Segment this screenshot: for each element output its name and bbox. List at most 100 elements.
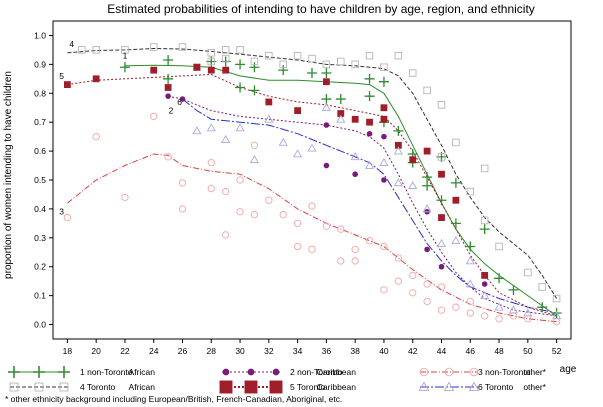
data-point [265,51,273,60]
legend-marker [469,367,479,377]
series-s3-number-label: 3 [59,207,64,217]
data-point [178,205,187,213]
data-point [450,218,461,229]
x-tick-label: 28 [207,346,217,356]
series-s6-fit-line [182,98,557,314]
legend-label: 6 Toronto [478,382,514,392]
data-point [552,311,562,320]
fitted-curves [67,47,558,323]
data-point [480,216,489,225]
data-point [494,273,505,284]
data-point [293,242,302,251]
data-point [495,242,503,251]
legend-marker [419,367,429,377]
data-point [408,69,417,77]
data-point [366,130,373,137]
y-tick-label: 1.0 [34,30,46,40]
data-point [92,75,100,83]
data-point [508,284,519,295]
data-point [192,126,202,135]
data-point [438,214,445,221]
data-point [422,172,433,183]
data-point [437,101,446,109]
y-axis-label: proportion of women intending to have ch… [3,71,14,279]
data-point [307,143,317,152]
legend-marker [468,381,480,391]
series-s1-fit-line [124,64,557,317]
data-point [394,141,402,149]
data-point [424,246,430,253]
legend-label: 5 Toronto [290,382,326,392]
y-tick-label: 0.8 [34,88,46,98]
legend-marker [222,368,230,376]
data-point [249,155,260,164]
data-point [321,68,332,79]
data-point [552,294,561,303]
data-point [294,107,302,115]
footnote: * other ethnicity background including E… [5,394,342,404]
data-point [206,123,216,132]
legend-label: 3 non-Toronto [478,367,531,377]
data-point [236,208,244,216]
y-tick-label: 0.1 [34,291,46,301]
legend-marker [219,380,233,394]
data-point [366,118,373,126]
legend-item-s6: 6 Toronto other* [418,381,547,392]
legend-item-s4: 4 Toronto African [9,382,155,392]
x-tick-label: 18 [63,346,73,356]
data-point [222,187,230,196]
data-point [308,202,316,210]
data-point [63,213,72,222]
data-point [379,157,389,166]
data-point [364,160,375,169]
data-point [249,62,260,73]
data-point [350,152,360,161]
data-point [394,51,403,60]
data-point [364,73,375,84]
chart-title: Estimated probabilities of intending to … [107,2,535,16]
data-point [337,257,345,265]
legend-marker [9,382,19,392]
data-point [450,177,461,188]
data-point [236,46,244,54]
data-point [150,66,158,74]
data-point [452,196,460,204]
series-s6-points [192,103,562,320]
data-point [293,219,302,228]
data-point [207,159,215,167]
legend-ethnicity: other* [523,367,546,377]
data-point [466,187,475,196]
data-point [235,59,246,70]
data-point [351,245,359,254]
legend-label: 2 non-Toronto [290,367,343,377]
data-point [337,57,345,66]
data-point [480,290,490,299]
data-point [365,237,374,245]
data-point [265,98,273,106]
data-point [293,51,302,60]
y-tick-label: 0.5 [34,175,46,185]
data-points [63,43,562,326]
x-axis-label: age [560,364,577,375]
data-point [149,43,158,51]
legend-marker [33,366,45,378]
data-point [451,236,461,245]
data-point [308,245,316,254]
data-point [466,297,474,306]
data-point [249,85,260,96]
data-point [364,91,375,102]
y-axis-ticks: 0.0 0.1 0.2 0.3 0.4 0.5 0.6 0.7 0.8 0.9 1.0 [34,30,53,330]
data-point [163,73,174,84]
data-point [423,280,431,288]
data-point [321,103,331,112]
data-point [322,78,330,86]
data-point [121,46,129,54]
data-point [207,57,216,66]
series-s2-points [165,93,488,287]
series-s1-points [119,55,562,318]
data-point [222,66,230,74]
data-point [293,149,303,158]
